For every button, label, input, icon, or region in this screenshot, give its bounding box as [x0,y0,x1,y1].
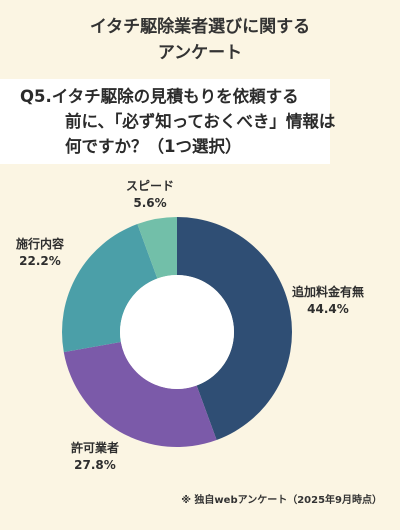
page-title-line1: イタチ駆除業者選びに関する [89,17,311,37]
donut-labels: 追加料金有無 44.4% 許可業者 27.8% 施行内容 22.2% スピード 5.6% [16,179,364,472]
question-line2: 前に、「必ず知っておくべき」情報は [65,112,336,131]
slice-value-3: 22.2% [19,254,61,268]
donut-slice-4 [137,217,177,279]
donut-hole [120,275,234,389]
question-band [0,79,330,164]
slice-value-2: 27.8% [74,458,116,472]
slice-value-1: 44.4% [307,302,349,316]
question-line3: 何ですか？（1つ選択） [65,137,242,156]
slice-label-1: 追加料金有無 [292,284,364,299]
source-footnote: ※ 独自webアンケート（2025年9月時点） [181,495,382,506]
question-text: Q5.イタチ駆除の見積もりを依頼する 前に、「必ず知っておくべき」情報は 何です… [20,84,390,159]
page-title: イタチ駆除業者選びに関する アンケート [0,14,400,66]
donut-slice-1 [177,217,292,440]
slice-label-2: 許可業者 [71,440,119,455]
donut-slice-3 [62,224,158,353]
page-title-line2: アンケート [157,43,243,63]
donut-slice-2 [63,341,217,447]
slice-label-4: スピード [126,179,174,193]
slice-label-3: 施行内容 [16,236,64,251]
donut-slices [62,217,292,447]
slice-value-4: 5.6% [133,196,166,210]
question-line1: Q5.イタチ駆除の見積もりを依頼する [20,87,299,106]
